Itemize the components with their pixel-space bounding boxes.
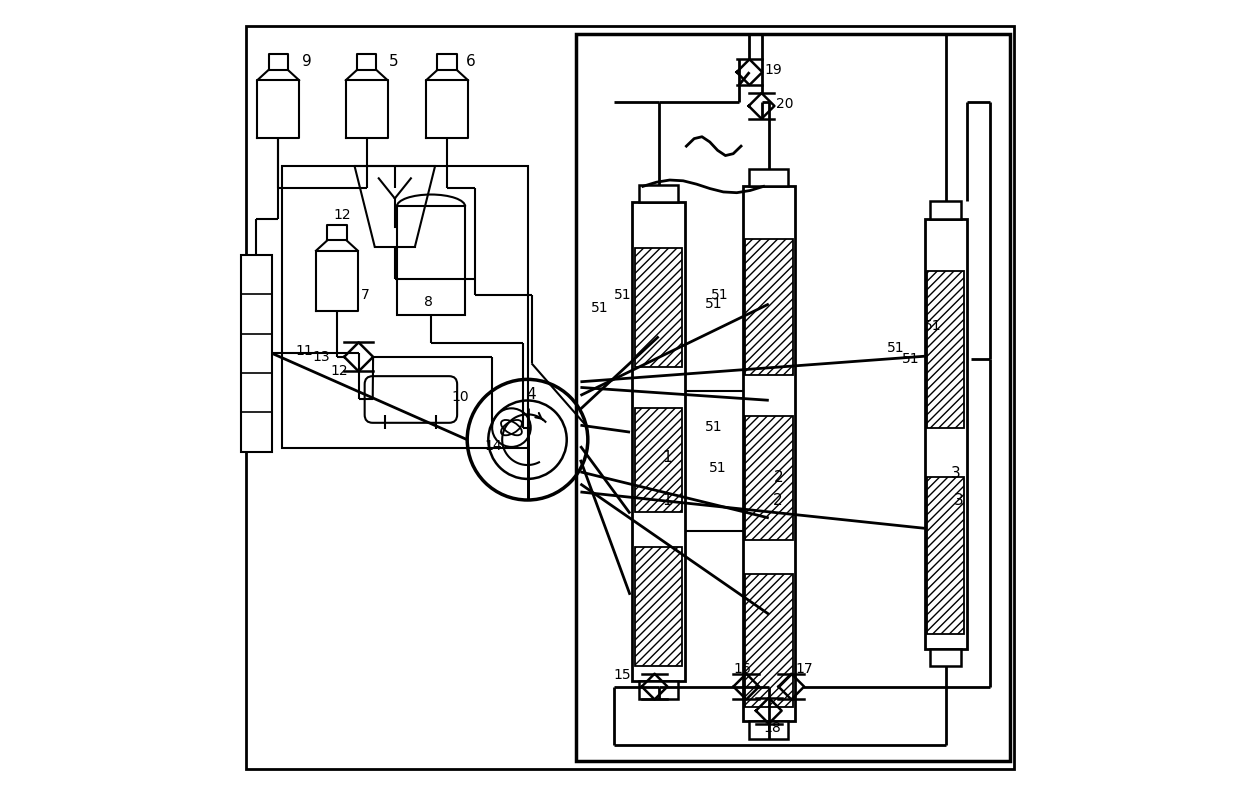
Bar: [639, 185, 678, 203]
Bar: [745, 574, 792, 707]
Text: 2: 2: [773, 492, 782, 508]
Text: 3: 3: [954, 492, 963, 508]
Text: 51: 51: [924, 319, 941, 333]
Bar: [283, 166, 527, 448]
Text: 8: 8: [424, 295, 433, 309]
Bar: [745, 239, 792, 375]
Bar: [635, 249, 682, 367]
Text: 51: 51: [901, 353, 919, 366]
Bar: [743, 186, 795, 721]
Text: 14: 14: [484, 439, 502, 453]
Text: 51: 51: [704, 420, 723, 434]
Bar: [928, 271, 965, 428]
Bar: [632, 203, 684, 681]
Text: 6: 6: [465, 54, 475, 69]
Bar: [745, 416, 792, 540]
Bar: [749, 721, 789, 739]
Text: 3: 3: [951, 466, 960, 481]
Text: 1: 1: [662, 492, 672, 508]
Text: 15: 15: [614, 667, 631, 682]
Bar: [928, 478, 965, 634]
Text: 10: 10: [451, 390, 469, 404]
FancyBboxPatch shape: [365, 376, 458, 423]
Text: 4: 4: [527, 387, 537, 402]
Text: 51: 51: [711, 288, 729, 302]
Text: 7: 7: [361, 288, 370, 302]
Bar: [635, 408, 682, 512]
Bar: [930, 201, 961, 219]
Text: 20: 20: [776, 97, 794, 111]
Bar: [635, 547, 682, 667]
Bar: [930, 649, 961, 667]
Bar: [639, 681, 678, 699]
Bar: [242, 255, 272, 452]
Bar: [397, 207, 465, 315]
Text: 51: 51: [614, 288, 632, 302]
Text: 18: 18: [764, 721, 781, 735]
Text: 5: 5: [388, 54, 398, 69]
Text: 13: 13: [312, 350, 330, 364]
Bar: [925, 219, 967, 649]
Text: 1: 1: [662, 450, 672, 466]
Text: 51: 51: [590, 301, 609, 315]
Text: 12: 12: [331, 364, 348, 378]
Text: 11: 11: [295, 345, 312, 358]
Bar: [749, 169, 789, 186]
Text: 9: 9: [303, 54, 312, 69]
Bar: [575, 34, 1011, 761]
Text: 16: 16: [733, 662, 751, 676]
Text: 51: 51: [704, 297, 723, 311]
Text: 12: 12: [334, 207, 351, 221]
Text: 2: 2: [774, 470, 784, 485]
Text: 17: 17: [795, 662, 813, 676]
Text: 19: 19: [764, 63, 781, 77]
Text: 51: 51: [887, 341, 905, 354]
Text: 51: 51: [708, 461, 727, 475]
